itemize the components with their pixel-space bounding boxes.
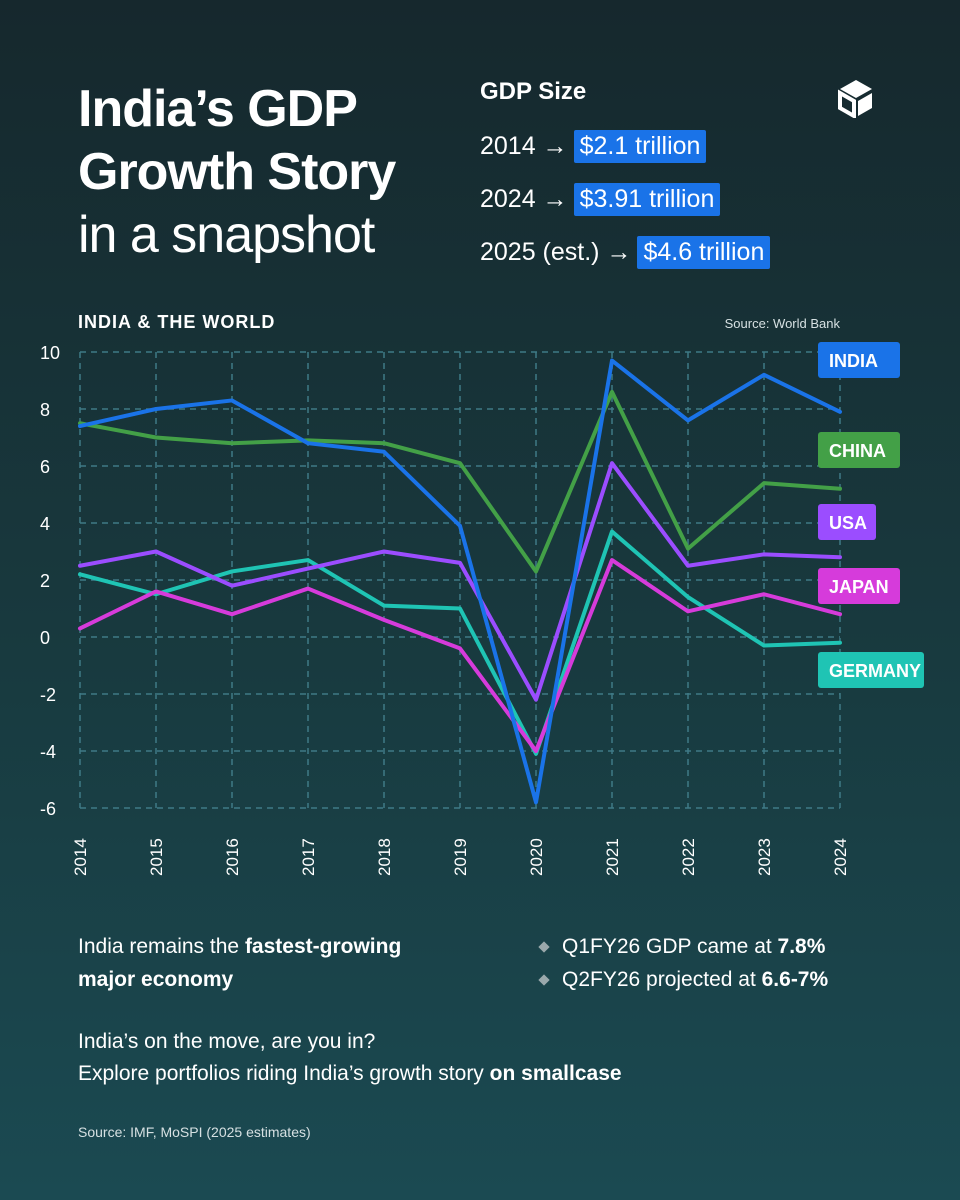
cta-link[interactable]: on smallcase xyxy=(489,1062,622,1085)
gdp-row-value: $3.91 trillion xyxy=(573,183,721,216)
gdp-row-2014: 2014 → $2.1 trillion xyxy=(480,120,770,173)
x-tick-label: 2015 xyxy=(147,838,166,876)
y-tick-label: -2 xyxy=(40,685,56,705)
y-tick-label: 4 xyxy=(40,514,50,534)
title-line-2: Growth Story xyxy=(78,143,396,201)
gdp-size-panel: GDP Size 2014 → $2.1 trillion 2024 → $3.… xyxy=(480,78,771,279)
series-line-germany xyxy=(78,529,842,756)
gdp-row-value: $2.1 trillion xyxy=(573,130,707,163)
x-tick-label: 2020 xyxy=(527,838,546,876)
call-to-action: India’s on the move, are you in? Explore… xyxy=(78,1026,622,1090)
y-tick-label: 6 xyxy=(40,457,50,477)
x-tick-label: 2024 xyxy=(831,838,850,876)
gdp-row-label: 2025 (est.) → xyxy=(480,238,632,266)
bullet-item: Q1FY26 GDP came at 7.8% xyxy=(538,930,828,963)
series-label-china: CHINA xyxy=(829,441,886,461)
series-label-badge xyxy=(818,568,900,604)
gdp-row-label: 2014 → xyxy=(480,132,568,160)
y-tick-label: -6 xyxy=(40,799,56,819)
bullet-text: Q2FY26 projected at xyxy=(562,968,756,991)
y-tick-label: -4 xyxy=(40,742,56,762)
gdp-growth-line-chart: 10 8 6 4 2 0 -2 -4 -6 2014 2015 2016 2017 2018 2019 202… xyxy=(40,342,924,876)
x-tick-label: 2019 xyxy=(451,838,470,876)
series-label-badge xyxy=(818,432,900,468)
diamond-bullet-icon xyxy=(538,940,550,953)
gdp-row-value: $4.6 trillion xyxy=(637,236,771,269)
series-line-china xyxy=(78,389,842,574)
series-line-india xyxy=(78,358,842,805)
x-tick-label: 2021 xyxy=(603,838,622,876)
series-label-usa: USA xyxy=(829,513,867,533)
smallcase-cube-icon xyxy=(838,80,872,118)
series-label-germany: GERMANY xyxy=(829,661,921,681)
series-line-japan xyxy=(78,558,842,753)
series-label-japan: JAPAN xyxy=(829,577,889,597)
chart-title: INDIA & THE WORLD xyxy=(78,312,276,332)
footer-source: Source: IMF, MoSPI (2025 estimates) xyxy=(78,1124,311,1140)
series-label-badge xyxy=(818,504,876,540)
bullet-value: 7.8% xyxy=(777,935,826,958)
x-tick-label: 2016 xyxy=(223,838,242,876)
y-tick-label: 8 xyxy=(40,400,50,420)
gdp-row-2025: 2025 (est.) → $4.6 trillion xyxy=(480,226,771,279)
bullet-text: Q1FY26 GDP came at xyxy=(562,935,772,958)
summary-left: India remains the fastest-growing major … xyxy=(78,930,401,996)
cta-line-2: Explore portfolios riding India’s growth… xyxy=(78,1062,490,1085)
summary-text: India remains the xyxy=(78,935,245,958)
series-label-badge xyxy=(818,652,924,688)
y-tick-label: 10 xyxy=(40,343,60,363)
cta-line-1: India’s on the move, are you in? xyxy=(78,1030,376,1053)
x-tick-label: 2017 xyxy=(299,838,318,876)
x-tick-label: 2014 xyxy=(71,838,90,876)
bullet-value: 6.6-7% xyxy=(761,968,829,991)
diamond-bullet-icon xyxy=(538,973,550,986)
title-line-1: India’s GDP xyxy=(78,80,358,138)
gdp-row-label: 2024 → xyxy=(480,185,568,213)
chart-source: Source: World Bank xyxy=(724,316,840,331)
series-label-india: INDIA xyxy=(829,351,878,371)
title-line-3: in a snapshot xyxy=(78,206,375,264)
series-line-usa xyxy=(78,461,842,702)
summary-bold-1: fastest-growing xyxy=(244,935,402,958)
x-tick-label: 2023 xyxy=(755,838,774,876)
x-tick-label: 2022 xyxy=(679,838,698,876)
y-tick-label: 0 xyxy=(40,628,50,648)
page-title: India’s GDP Growth Story in a snapshot xyxy=(78,78,396,267)
bullet-item: Q2FY26 projected at 6.6-7% xyxy=(538,963,828,996)
series-label-badge xyxy=(818,342,900,378)
gdp-row-2024: 2024 → $3.91 trillion xyxy=(480,173,770,226)
y-tick-label: 2 xyxy=(40,571,50,591)
summary-bullets: Q1FY26 GDP came at 7.8% Q2FY26 projected… xyxy=(538,930,828,996)
summary-bold-2: major economy xyxy=(78,968,234,991)
x-tick-label: 2018 xyxy=(375,838,394,876)
gdp-size-heading: GDP Size xyxy=(480,78,587,105)
